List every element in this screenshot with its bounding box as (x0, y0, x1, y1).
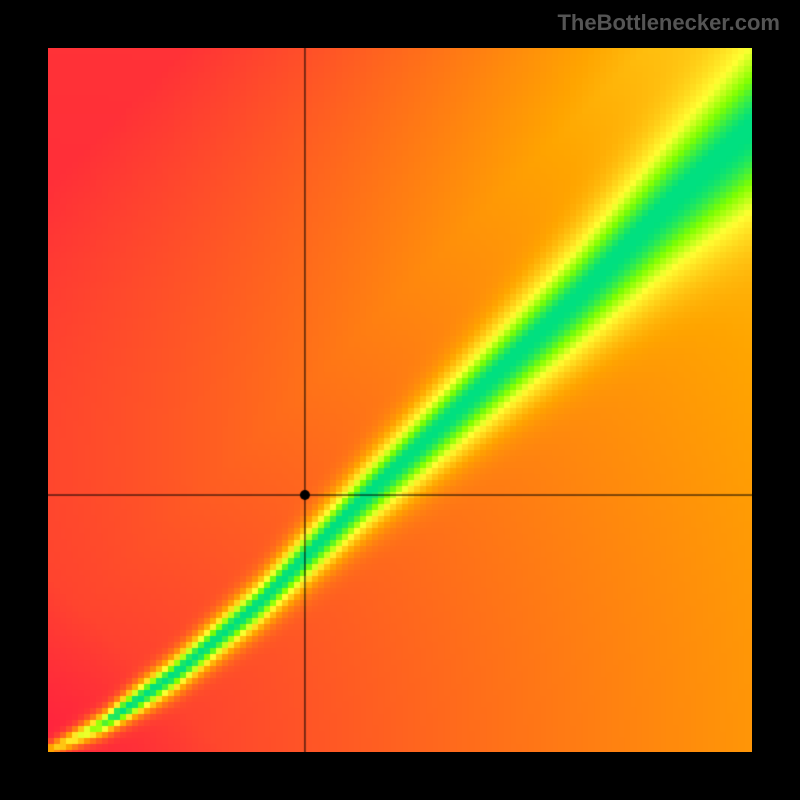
watermark-text: TheBottlenecker.com (557, 10, 780, 36)
plot-area (48, 48, 752, 752)
bottleneck-heatmap (48, 48, 752, 752)
